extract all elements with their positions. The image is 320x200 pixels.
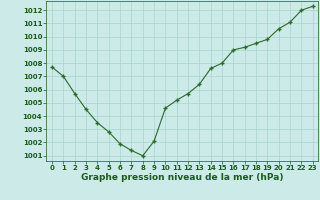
X-axis label: Graphe pression niveau de la mer (hPa): Graphe pression niveau de la mer (hPa) [81,173,284,182]
